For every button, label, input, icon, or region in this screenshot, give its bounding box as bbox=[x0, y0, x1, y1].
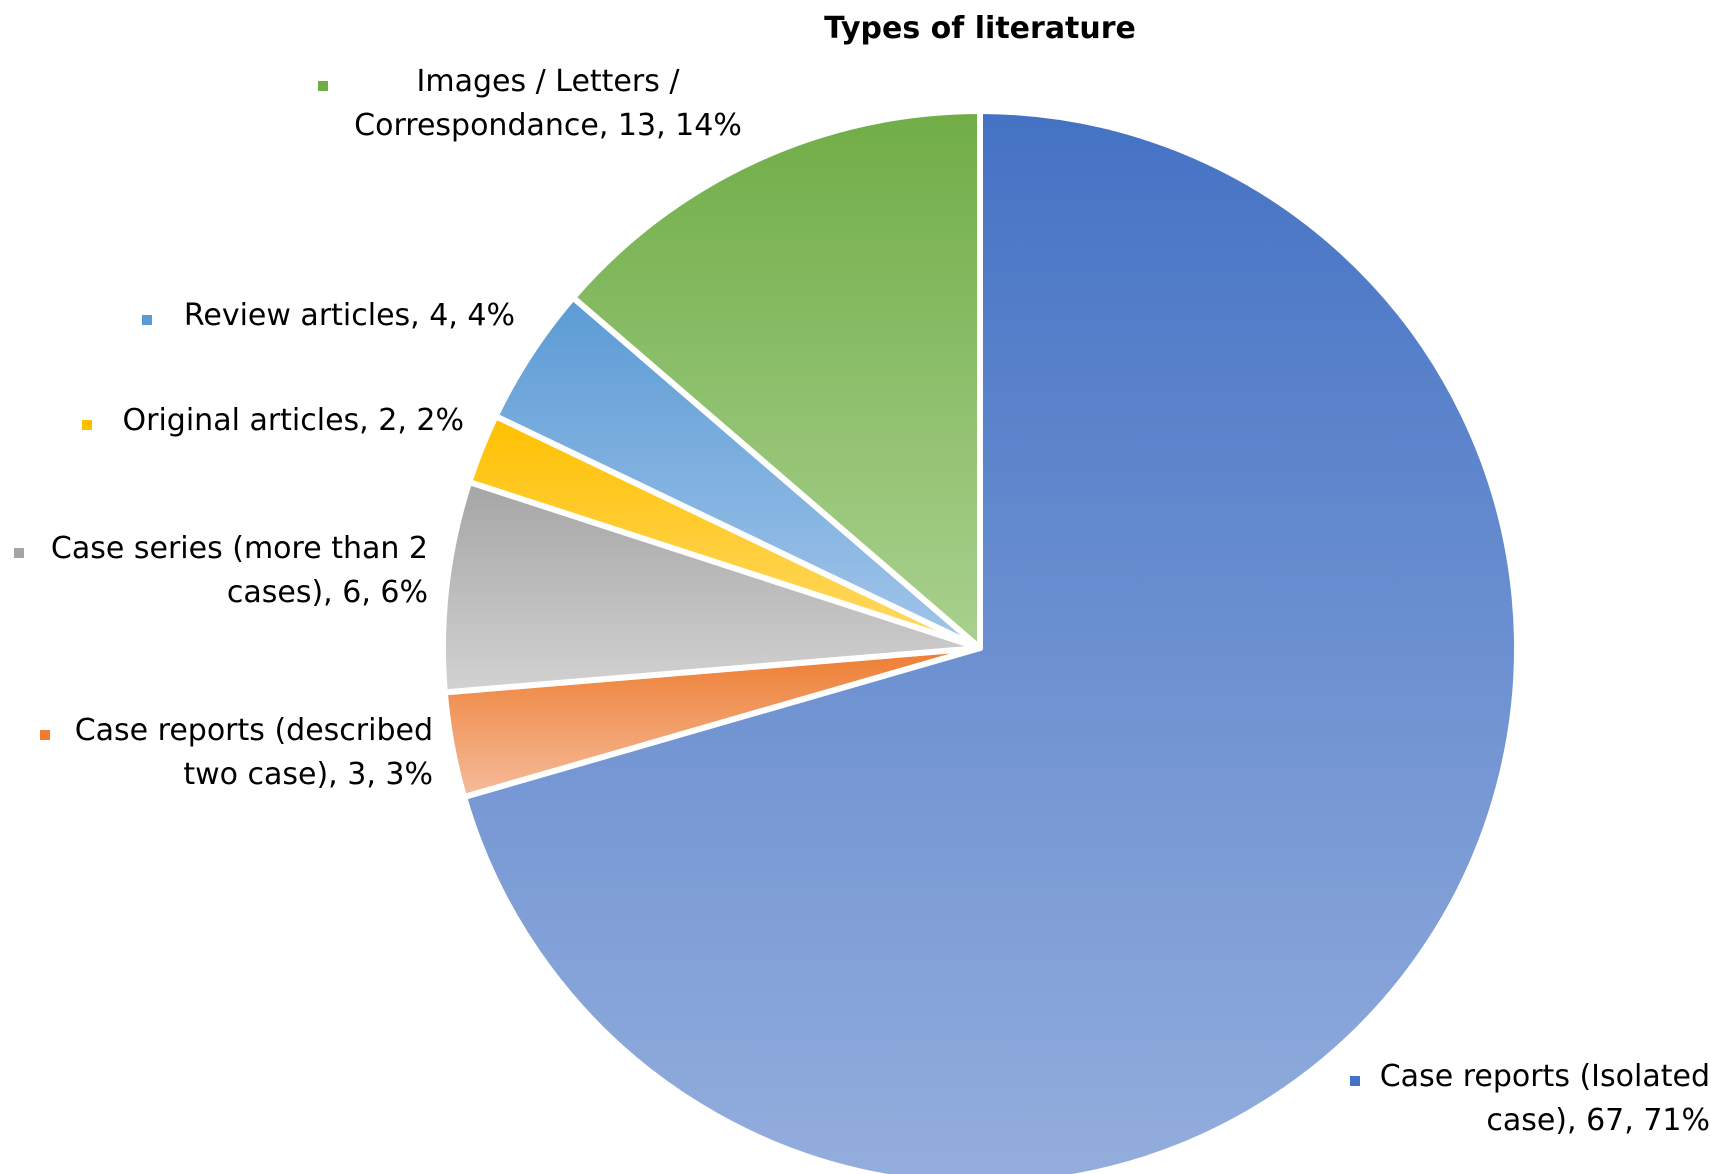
data-label-line: Review articles, 4, 4% bbox=[184, 298, 515, 333]
data-label-line: Original articles, 2, 2% bbox=[123, 403, 464, 438]
data-label-line: cases), 6, 6% bbox=[227, 575, 428, 610]
legend-marker-review-articles bbox=[142, 315, 152, 325]
data-label-line: two case), 3, 3% bbox=[183, 757, 433, 792]
legend-marker-case-reports-isolated-case bbox=[1350, 1076, 1360, 1086]
pie-slice-images-letters-correspondance bbox=[570, 108, 983, 651]
pie-slices bbox=[440, 108, 1521, 1174]
data-label-case-reports-described-two-case: Case reports (described two case), 3, 3% bbox=[40, 713, 433, 792]
data-label-original-articles: Original articles, 2, 2% bbox=[82, 403, 464, 438]
pie-slice-case-series-more-than-2-cases bbox=[440, 479, 983, 696]
legend-marker-case-series-more-than-2-cases bbox=[14, 548, 24, 558]
data-label-line: case), 67, 71% bbox=[1486, 1103, 1710, 1138]
legend-marker-original-articles bbox=[82, 420, 92, 430]
data-label-review-articles: Review articles, 4, 4% bbox=[142, 298, 515, 333]
data-label-line: Case reports (described bbox=[75, 713, 433, 748]
data-label-line: Case series (more than 2 bbox=[51, 531, 428, 566]
pie-slice-case-reports-isolated-case bbox=[461, 108, 1521, 1174]
legend-marker-case-reports-described-two-case bbox=[40, 730, 50, 740]
data-label-line: Images / Letters / bbox=[417, 64, 681, 99]
data-label-case-series-more-than-2-cases: Case series (more than 2 cases), 6, 6% bbox=[14, 531, 428, 610]
data-label-line: Correspondance, 13, 14% bbox=[354, 108, 742, 143]
chart-title: Types of literature bbox=[824, 11, 1136, 46]
data-label-images-letters-correspondance: Images / Letters / Correspondance, 13, 14… bbox=[318, 64, 742, 143]
data-label-case-reports-isolated-case: Case reports (Isolated case), 67, 71% bbox=[1350, 1059, 1710, 1138]
legend-marker-images-letters-correspondance bbox=[318, 81, 328, 91]
data-label-line: Case reports (Isolated bbox=[1380, 1059, 1710, 1094]
